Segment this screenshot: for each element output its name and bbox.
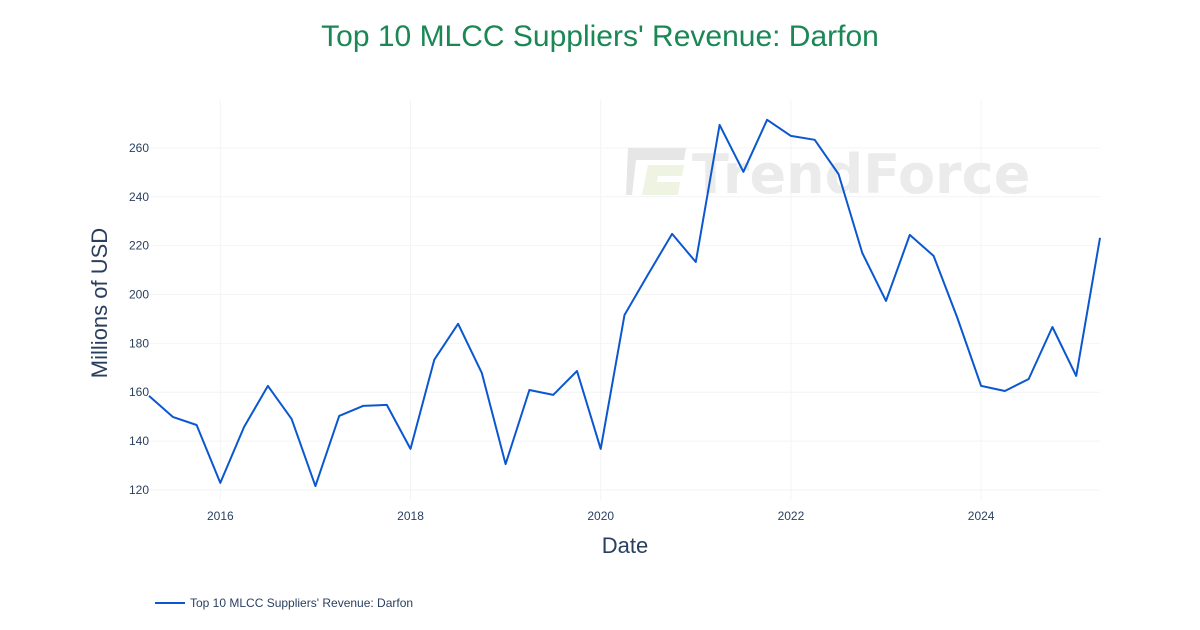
y-tick-label: 260 [129, 141, 149, 155]
y-tick-label: 200 [129, 288, 149, 302]
y-tick-label: 240 [129, 190, 149, 204]
x-axis-title: Date [602, 533, 648, 558]
x-axis-ticks: 2016 2018 2020 2022 2024 [207, 509, 995, 523]
y-axis-ticks: 120 140 160 180 200 220 240 260 [129, 141, 149, 497]
y-axis-title: Millions of USD [87, 228, 112, 378]
trendforce-logo-icon [626, 148, 686, 195]
x-tick-label: 2022 [778, 509, 805, 523]
x-tick-label: 2020 [587, 509, 614, 523]
y-tick-label: 120 [129, 483, 149, 497]
y-tick-label: 140 [129, 434, 149, 448]
legend-label: Top 10 MLCC Suppliers' Revenue: Darfon [190, 596, 414, 610]
y-tick-label: 180 [129, 336, 149, 350]
legend-line-swatch [155, 602, 185, 604]
data-line[interactable] [148, 118, 1101, 488]
chart-title: Top 10 MLCC Suppliers' Revenue: Darfon [321, 20, 879, 53]
y-tick-label: 160 [129, 385, 149, 399]
x-tick-label: 2024 [968, 509, 995, 523]
watermark-text: TrendForce [692, 143, 1030, 206]
trendforce-watermark: TrendForce [626, 143, 1030, 206]
x-tick-label: 2018 [397, 509, 424, 523]
legend[interactable]: Top 10 MLCC Suppliers' Revenue: Darfon [155, 596, 413, 610]
gridlines [149, 100, 1100, 500]
x-tick-label: 2016 [207, 509, 234, 523]
y-tick-label: 220 [129, 239, 149, 253]
